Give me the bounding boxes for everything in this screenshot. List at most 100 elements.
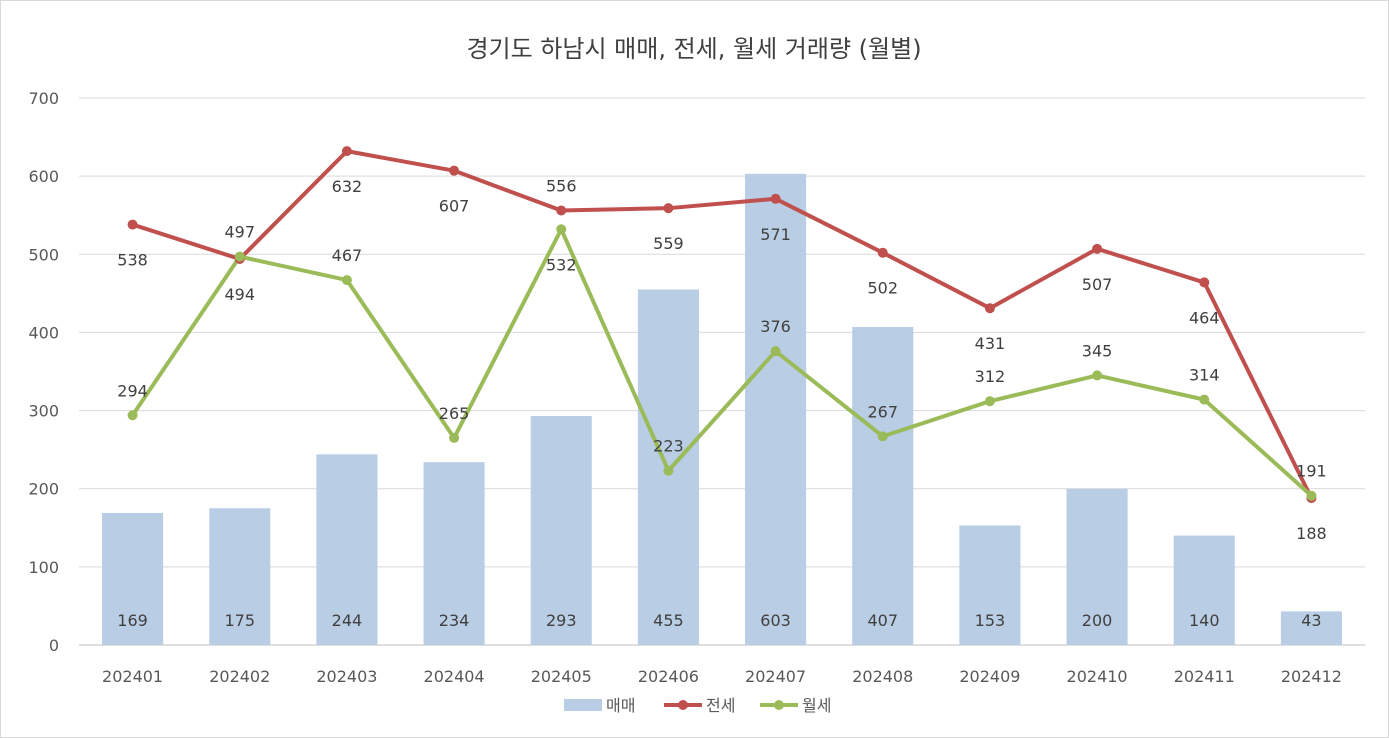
line-data-label: 507 <box>1082 275 1113 294</box>
series-point <box>449 432 460 443</box>
line-series <box>127 146 1317 504</box>
line-data-label: 556 <box>546 177 577 196</box>
x-tick-label: 202406 <box>638 667 699 686</box>
bar-data-label: 43 <box>1301 611 1321 630</box>
legend-marker <box>678 700 688 710</box>
bar-data-label: 455 <box>653 611 684 630</box>
series-point <box>449 165 460 176</box>
bar <box>1280 611 1342 645</box>
line-data-label: 294 <box>117 381 148 400</box>
x-tick-label: 202407 <box>745 667 806 686</box>
bar-data-label: 244 <box>332 611 363 630</box>
x-axis-ticks: 202401 202402 202403 202404 202405 202406 2024… <box>102 667 1342 686</box>
bar <box>1173 535 1235 645</box>
series-point <box>877 431 888 442</box>
series-point <box>1092 370 1103 381</box>
series-point <box>1199 394 1210 405</box>
x-tick-label: 202410 <box>1067 667 1128 686</box>
series-point <box>556 205 567 216</box>
series-point <box>877 247 888 258</box>
gridlines <box>79 97 1365 646</box>
line-data-label: 188 <box>1296 524 1327 543</box>
line-data-label: 376 <box>760 317 791 336</box>
line-data-label: 312 <box>975 367 1006 386</box>
bar <box>316 454 378 645</box>
line-data-label: 532 <box>546 255 577 274</box>
x-tick-label: 202402 <box>209 667 270 686</box>
line-data-label: 494 <box>224 285 255 304</box>
legend-label: 전세 <box>706 696 735 715</box>
x-tick-label: 202401 <box>102 667 163 686</box>
series-point <box>984 396 995 407</box>
bar <box>959 525 1021 645</box>
series-point <box>663 203 674 214</box>
line-data-label: 191 <box>1296 462 1327 481</box>
legend-marker <box>774 700 784 710</box>
line-data-label: 345 <box>1082 341 1113 360</box>
y-tick-label: 500 <box>28 245 59 264</box>
y-tick-label: 700 <box>28 89 59 108</box>
line-data-label: 467 <box>332 246 363 265</box>
line-data-label: 267 <box>867 402 898 421</box>
y-tick-label: 100 <box>28 558 59 577</box>
bar <box>852 326 914 645</box>
line-data-label: 497 <box>224 223 255 242</box>
bar <box>209 508 271 645</box>
legend-label: 매매 <box>606 696 635 715</box>
bar-data-label: 140 <box>1189 611 1220 630</box>
bar-data-label: 175 <box>224 611 255 630</box>
legend-label: 월세 <box>802 696 831 715</box>
y-tick-label: 200 <box>28 480 59 499</box>
series-point <box>1306 490 1317 501</box>
x-tick-label: 202411 <box>1174 667 1235 686</box>
line-data-label: 559 <box>653 234 684 253</box>
y-tick-label: 0 <box>49 636 59 655</box>
x-tick-label: 202405 <box>531 667 592 686</box>
bar <box>423 462 485 645</box>
series-point <box>1199 277 1210 288</box>
series-point <box>341 275 352 286</box>
line-data-label: 223 <box>653 437 684 456</box>
line-data-label: 314 <box>1189 366 1220 385</box>
bar <box>1066 488 1128 645</box>
bar <box>102 512 164 645</box>
y-axis-ticks: 0 100 200 300 400 500 600 700 <box>28 89 59 655</box>
line-data-label: 538 <box>117 251 148 270</box>
series-point <box>556 224 567 235</box>
series-point <box>663 465 674 476</box>
series-line <box>130 227 1314 498</box>
series-point <box>1092 243 1103 254</box>
series-point <box>770 346 781 357</box>
bar-data-label: 153 <box>975 611 1006 630</box>
series-point <box>341 146 352 157</box>
bar-data-label: 293 <box>546 611 577 630</box>
line-data-label: 571 <box>760 225 791 244</box>
line-data-label: 431 <box>975 334 1006 353</box>
bar <box>745 173 807 645</box>
series-line <box>130 149 1314 501</box>
bar-data-label: 407 <box>867 611 898 630</box>
series-point <box>234 251 245 262</box>
data-labels: 169 175 244 234 293 455 603 407 153 200 140 43 538 29… <box>117 177 1326 630</box>
bar-data-label: 200 <box>1082 611 1113 630</box>
bar-data-label: 169 <box>117 611 148 630</box>
bar <box>530 416 592 645</box>
line-data-label: 632 <box>332 177 363 196</box>
y-tick-label: 300 <box>28 402 59 421</box>
chart-title: 경기도 하남시 매매, 전세, 월세 거래량 (월별) <box>466 35 921 63</box>
x-tick-label: 202409 <box>959 667 1020 686</box>
series-point <box>984 303 995 314</box>
x-tick-label: 202404 <box>424 667 485 686</box>
x-tick-label: 202412 <box>1281 667 1342 686</box>
bar-data-label: 603 <box>760 611 791 630</box>
y-tick-label: 400 <box>28 323 59 342</box>
legend: 매매 전세 월세 <box>564 696 831 715</box>
x-tick-label: 202403 <box>316 667 377 686</box>
line-data-label: 607 <box>439 197 470 216</box>
x-tick-label: 202408 <box>852 667 913 686</box>
legend-swatch <box>564 699 602 711</box>
line-data-label: 464 <box>1189 308 1220 327</box>
bar-data-label: 234 <box>439 611 470 630</box>
